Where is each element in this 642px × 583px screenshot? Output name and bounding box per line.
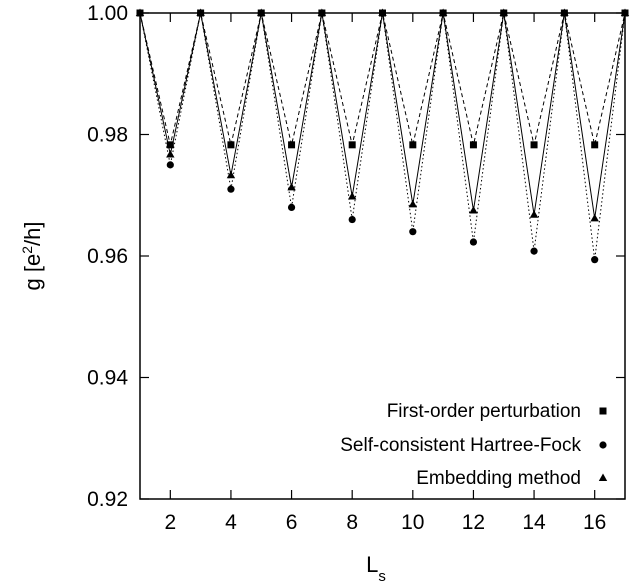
data-point-triangle (347, 191, 357, 200)
y-axis-label-end: /h] (20, 222, 45, 246)
series-line-square (139, 12, 626, 145)
x-tick-label: 4 (225, 511, 237, 534)
data-point-triangle (529, 210, 539, 218)
x-tick-label: 6 (286, 511, 298, 534)
legend-label: First-order perturbation (387, 401, 581, 422)
data-point-square (530, 141, 538, 149)
x-tick-label: 8 (346, 511, 358, 534)
data-point-triangle (226, 170, 236, 179)
data-point-triangle (166, 150, 175, 158)
data-point-triangle (408, 199, 418, 208)
data-point-circle (530, 247, 538, 255)
data-point-triangle (469, 205, 478, 214)
data-point-square (348, 141, 356, 149)
x-tick-label: 10 (401, 511, 424, 534)
y-axis-label: g [e2/h] (19, 222, 45, 291)
legend-marker-circle (599, 441, 607, 449)
series-triangle (135, 8, 630, 222)
data-point-circle (409, 228, 417, 236)
data-point-circle (227, 185, 235, 193)
data-point-square (166, 141, 174, 149)
plot-frame (139, 12, 626, 500)
data-point-square (469, 141, 477, 149)
y-tick-label: 1.00 (87, 2, 128, 25)
data-point-square (409, 141, 417, 149)
data-point-circle (591, 256, 599, 264)
data-point-square (227, 141, 235, 149)
x-tick-label: 16 (583, 511, 606, 534)
data-point-square (591, 141, 599, 149)
data-point-circle (469, 238, 478, 246)
y-tick-labels: 0.92 0.94 0.96 0.98 1.00 (87, 2, 128, 511)
data-point-triangle (287, 182, 296, 191)
x-axis-label-main: L (366, 552, 378, 577)
data-point-square (288, 141, 296, 149)
y-tick-label: 0.96 (87, 245, 128, 268)
legend-label: Embedding method (416, 468, 581, 489)
data-point-circle (348, 215, 356, 224)
data-point-circle (166, 161, 174, 169)
x-tick-label: 14 (522, 511, 546, 534)
y-axis-label-main: g [e (20, 254, 45, 291)
y-tick-label: 0.98 (87, 124, 128, 147)
series-circle (136, 9, 629, 264)
series-line-circle (139, 12, 626, 260)
x-tick-label: 12 (462, 511, 485, 534)
x-axis-label-sub: s (378, 568, 386, 583)
legend: First-order perturbation Self-consistent … (340, 401, 608, 489)
x-axis-label: Ls (366, 552, 386, 583)
y-tick-label: 0.94 (87, 367, 128, 390)
x-tick-label: 2 (164, 511, 176, 534)
legend-label: Self-consistent Hartree-Fock (340, 435, 581, 456)
x-tick-labels: 2 4 6 8 10 12 14 16 (164, 511, 606, 534)
legend-marker-triangle (598, 473, 608, 481)
series-line-triangle (139, 12, 626, 219)
data-point-triangle (590, 213, 599, 222)
tick-marks (140, 12, 625, 500)
data-point-circle (287, 203, 296, 211)
y-axis-label-sup: 2 (19, 246, 35, 254)
y-tick-label: 0.92 (87, 488, 128, 511)
legend-marker-square (599, 407, 607, 415)
series-layer (135, 8, 630, 264)
